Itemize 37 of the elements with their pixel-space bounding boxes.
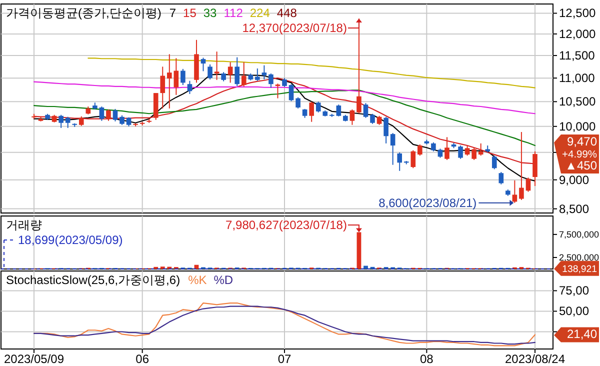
chart-title: 거래량 bbox=[6, 218, 42, 232]
y-tick-label: 11,500 bbox=[559, 48, 596, 63]
text: 15 bbox=[183, 6, 197, 20]
text: 21,40 bbox=[566, 327, 598, 342]
text: 224 bbox=[250, 6, 270, 20]
chart-title: StochasticSlow(25,6,가중이평,6) bbox=[6, 273, 180, 287]
annotation: 12,370(2023/07/18) bbox=[242, 21, 347, 35]
text: 138,921 bbox=[562, 264, 597, 275]
y-tick-label: 9,000 bbox=[559, 172, 590, 187]
y-tick-label: 75,00 bbox=[559, 284, 590, 298]
text: 7 bbox=[169, 6, 176, 20]
text: 9,470 bbox=[566, 134, 598, 149]
y-tick-label: 11,000 bbox=[559, 71, 596, 86]
y-tick-label: 10,000 bbox=[559, 119, 596, 134]
annotation: 8,600(2023/08/21) bbox=[378, 196, 477, 210]
y-tick-label: 8,500 bbox=[559, 202, 590, 216]
series-label: %K bbox=[188, 273, 207, 287]
chart-title: 가격이동평균(종가,단순이평) bbox=[6, 6, 162, 20]
legend-label: 448 bbox=[276, 6, 298, 20]
annotation: 7,980,627(2023/07/18) bbox=[226, 218, 347, 232]
text: 33 bbox=[203, 6, 218, 20]
text: 112 bbox=[224, 6, 244, 20]
y-tick-label: 12,500 bbox=[559, 6, 596, 20]
y-tick-label: 2,500,000 bbox=[559, 252, 599, 262]
x-tick-label: 2023/05/09 bbox=[4, 352, 64, 366]
text: ▲450 bbox=[565, 158, 598, 173]
x-tick-label: 07 bbox=[278, 352, 292, 366]
y-tick-label: 10,500 bbox=[559, 94, 596, 109]
annotation: 18,699(2023/05/09) bbox=[18, 233, 123, 247]
x-tick-label: 06 bbox=[136, 352, 150, 366]
text: +4.99% bbox=[562, 150, 597, 161]
x-tick-label: 08 bbox=[420, 352, 434, 366]
x-tick-label: 2023/08/24 bbox=[504, 352, 566, 366]
y-tick-label: 7,500,000 bbox=[559, 229, 599, 240]
y-tick-label: 12,000 bbox=[559, 26, 596, 41]
y-tick-label: 50,00 bbox=[559, 304, 590, 318]
series-label: %D bbox=[214, 273, 234, 287]
